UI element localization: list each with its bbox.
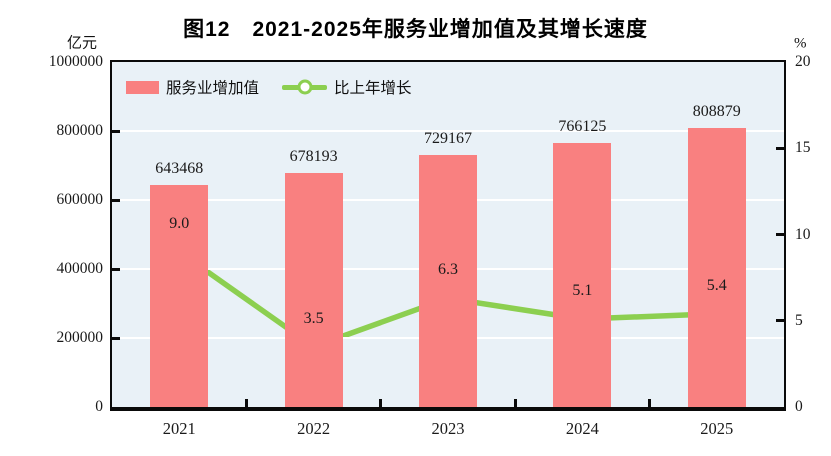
growth-value-label: 5.4 <box>706 276 727 294</box>
legend-bar-swatch-icon <box>126 80 159 94</box>
legend-bar-label: 服务业增加值 <box>166 80 260 97</box>
bar-value-label: 729167 <box>424 130 472 148</box>
growth-value-label: 6.3 <box>438 261 458 279</box>
left-axis-tick-label: 400000 <box>56 260 104 277</box>
bar-value-label: 678193 <box>289 148 338 166</box>
right-axis-tick-label: 0 <box>795 398 803 415</box>
left-axis-tick-label: 800000 <box>56 122 104 139</box>
right-axis-tick-label: 5 <box>795 311 803 329</box>
left-axis-tickmark <box>112 336 120 340</box>
growth-value-label: 5.1 <box>572 282 593 300</box>
bar <box>150 185 209 407</box>
x-axis-tick-label: 2024 <box>565 419 599 438</box>
right-axis-unit: % <box>794 35 807 52</box>
x-axis-tick-label: 2021 <box>162 419 196 438</box>
bar-value-label: 643468 <box>155 160 204 177</box>
right-axis-tickmark <box>776 233 784 236</box>
left-axis-tickmark <box>112 129 120 133</box>
growth-value-label: 9.0 <box>169 214 190 232</box>
left-axis-tickmark <box>112 267 120 271</box>
bar <box>687 127 746 407</box>
x-axis-tick-label: 2025 <box>700 419 734 438</box>
left-axis-tick-label: 600000 <box>56 191 104 208</box>
bar-value-label: 766125 <box>558 117 607 135</box>
bar <box>284 173 343 407</box>
growth-value-label: 3.5 <box>303 309 324 327</box>
legend-line-marker-icon <box>297 79 313 95</box>
x-axis-tickmark <box>513 399 517 407</box>
left-axis-tick-label: 0 <box>95 398 103 415</box>
left-axis-tick-label: 200000 <box>56 329 104 346</box>
bar-value-label: 808879 <box>692 102 741 120</box>
bar <box>553 142 612 407</box>
gridline <box>112 130 784 132</box>
x-axis-tick-label: 2022 <box>297 419 331 438</box>
legend: 服务业增加值 比上年增长 <box>126 76 412 98</box>
right-axis-tick-label: 15 <box>795 139 811 157</box>
right-axis-tickmark <box>776 319 784 323</box>
x-axis-tickmark <box>244 399 248 407</box>
left-axis-tick-label: 1000000 <box>48 53 103 70</box>
chart-title: 图12 2021-2025年服务业增加值及其增长速度 <box>183 18 648 41</box>
legend-line-swatch-icon <box>282 79 328 95</box>
plot-area: 服务业增加值 比上年增长 643468 678193 729167 766125 808… <box>110 60 786 411</box>
left-axis-unit: 亿元 <box>66 35 97 52</box>
x-axis-tick-label: 2023 <box>431 419 465 438</box>
legend-line-label: 比上年增长 <box>334 80 412 97</box>
right-axis-tick-label: 20 <box>795 53 811 70</box>
bar <box>419 155 477 407</box>
right-axis-tickmark <box>776 146 784 150</box>
x-axis-tickmark <box>648 399 652 407</box>
x-axis-tickmark <box>379 399 383 407</box>
left-axis-tickmark <box>112 198 120 202</box>
right-axis-tick-label: 10 <box>795 225 811 243</box>
